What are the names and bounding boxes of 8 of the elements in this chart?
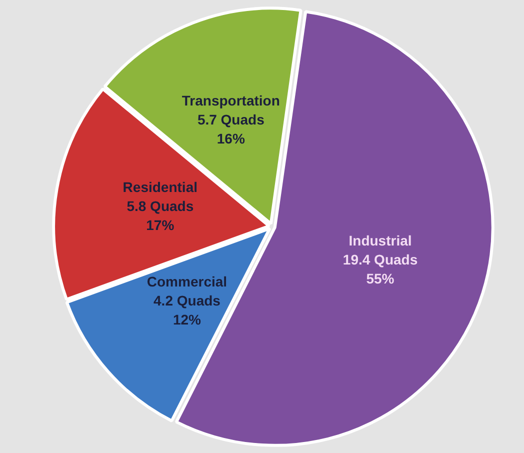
slice-label: Commercial (146, 274, 228, 290)
data-label: 5.8 Quads 17% (126, 198, 194, 234)
slice-label: Industrial (348, 232, 412, 248)
slice-label: Residential (122, 179, 198, 196)
data-label: 5.7 Quads 16% (197, 112, 265, 147)
data-label: 4.2 Quads 12% (154, 292, 221, 328)
slice-label: Transportation (182, 92, 280, 109)
data-label: 19.4 Quads 55% (342, 251, 418, 286)
